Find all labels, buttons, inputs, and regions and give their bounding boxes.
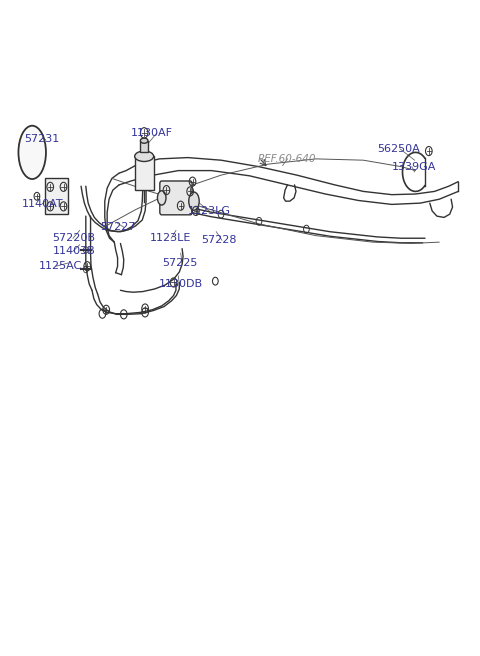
Text: 57220B: 57220B [53,234,96,243]
Text: 1125AC: 1125AC [38,261,82,271]
Text: 56250A: 56250A [378,144,420,154]
Text: 1140AT: 1140AT [22,199,63,209]
Text: 57227: 57227 [100,222,135,232]
Text: REF.60-640: REF.60-640 [258,154,316,164]
Text: 1130DB: 1130DB [158,279,203,289]
Text: 1130AF: 1130AF [131,128,173,138]
Text: 57228: 57228 [201,236,237,245]
Bar [135,156,154,190]
Ellipse shape [189,192,199,211]
Text: 1339GA: 1339GA [392,161,436,172]
Bar [140,140,148,152]
Bar [46,178,68,214]
FancyBboxPatch shape [160,181,192,215]
Ellipse shape [140,138,148,143]
Text: 57231: 57231 [24,134,60,144]
Text: 1123LE: 1123LE [150,234,191,243]
Text: 1123LG: 1123LG [188,206,231,216]
Ellipse shape [18,126,46,179]
Ellipse shape [135,151,154,161]
Text: 11403B: 11403B [53,246,96,256]
Text: 57225: 57225 [162,258,197,268]
Ellipse shape [157,191,166,205]
